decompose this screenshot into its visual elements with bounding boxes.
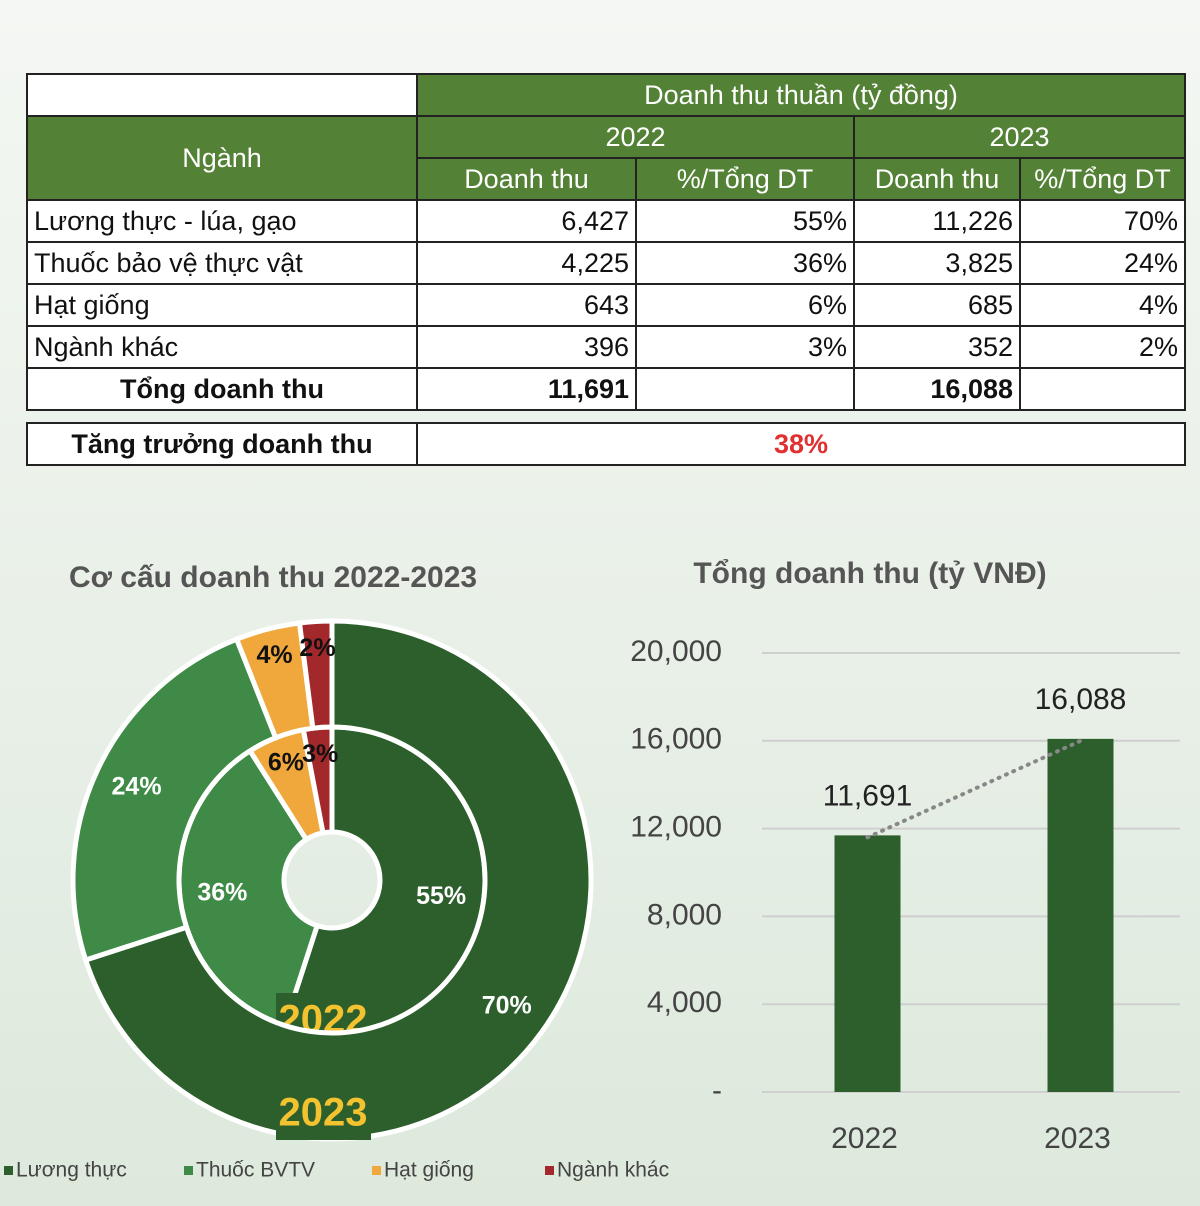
y-tick-label: -: [712, 1074, 722, 1107]
table-row: Thuốc bảo vệ thực vật 4,225 36% 3,825 24%: [26, 241, 1187, 285]
table-cell: 6,427: [416, 199, 637, 243]
chart-title: Tổng doanh thu (tỷ VNĐ): [693, 557, 1046, 590]
donut-slice: [233, 620, 316, 741]
legend-swatch: [184, 1166, 193, 1175]
legend-swatch: [4, 1166, 13, 1175]
table-row: Tăng trưởng doanh thu 38%: [26, 422, 1186, 466]
legend-label: Ngành khác: [557, 1159, 669, 1182]
table-row: Ngành khác 396 3% 352 2%: [26, 325, 1187, 369]
bar: [1047, 738, 1114, 1092]
table-cell: Hạt giống: [26, 283, 418, 327]
table-cell: 70%: [1018, 199, 1187, 243]
table-cell: [1018, 367, 1187, 411]
table-cell: 11,226: [853, 199, 1021, 243]
table-cell: Doanh thu thuần (tỷ đồng): [415, 73, 1187, 117]
table-row: Hạt giống 643 6% 685 4%: [26, 283, 1187, 327]
table-cell: 24%: [1018, 241, 1187, 285]
data-label: 16,088: [1035, 683, 1127, 716]
data-label: 55%: [416, 882, 466, 910]
data-label: 6%: [268, 748, 304, 776]
table-row: Ngành 2022 2023: [26, 115, 1187, 201]
donut-slice: [176, 747, 321, 1029]
table-cell: 4,225: [416, 241, 637, 285]
table-cell: 11,691: [416, 367, 637, 411]
legend-label: Lương thực: [16, 1159, 127, 1182]
data-label: 3%: [302, 740, 338, 768]
x-tick-label: 2023: [1044, 1122, 1111, 1155]
table-cell: 3,825: [853, 241, 1021, 285]
table-cell: 4%: [1018, 283, 1187, 327]
y-tick-label: 20,000: [630, 635, 722, 668]
table-cell: Tăng trưởng doanh thu: [26, 422, 418, 466]
legend-label: Hạt giống: [384, 1159, 474, 1182]
table-cell: Lương thực - lúa, gạo: [26, 199, 418, 243]
y-tick-label: 12,000: [630, 811, 722, 844]
table-cell: 36%: [635, 241, 855, 285]
table-cell: [635, 367, 855, 411]
table-cell: 396: [416, 325, 637, 369]
table-cell: Ngành: [26, 115, 418, 201]
series-label: 2022: [279, 998, 368, 1042]
donut-slice: [281, 724, 488, 1036]
table-cell: Tổng doanh thu: [26, 367, 418, 411]
table-cell: 16,088: [853, 367, 1021, 411]
table-cell: 55%: [635, 199, 855, 243]
y-tick-label: 16,000: [630, 723, 722, 756]
data-label: 11,691: [823, 779, 913, 812]
table-row: Lương thực - lúa, gạo 6,427 55% 11,226 70%: [26, 199, 1187, 243]
data-label: 4%: [256, 641, 292, 669]
series-label-bg: [276, 993, 371, 1047]
table-cell: Ngành khác: [26, 325, 418, 369]
table-cell: 38%: [416, 422, 1186, 466]
table-cell: [26, 73, 418, 117]
table-cell: Thuốc bảo vệ thực vật: [26, 241, 418, 285]
donut-slice: [70, 635, 279, 964]
y-tick-label: 8,000: [647, 898, 722, 931]
data-label: 70%: [482, 992, 532, 1020]
bar: [834, 835, 901, 1092]
table-row: Doanh thu %/Tổng DT Doanh thu %/Tổng DT: [27, 157, 1187, 201]
table-cell: 6%: [635, 283, 855, 327]
chart-title: Cơ cấu doanh thu 2022-2023: [69, 561, 477, 594]
series-label-bg: [276, 1086, 371, 1140]
y-tick-label: 4,000: [647, 986, 722, 1019]
table-cell: 685: [853, 283, 1021, 327]
table-cell: Doanh thu: [853, 157, 1021, 201]
table-cell: 2023: [852, 115, 1187, 159]
table-row: Tổng doanh thu 11,691 16,088: [26, 367, 1187, 411]
table-cell: %/Tổng DT: [635, 157, 855, 201]
donut-slice: [296, 618, 335, 731]
trend-line: [865, 738, 1083, 840]
legend-swatch: [372, 1166, 381, 1175]
table-cell: %/Tổng DT: [1018, 157, 1187, 201]
data-label: 36%: [197, 878, 247, 906]
table-cell: Doanh thu: [416, 157, 637, 201]
donut-slice: [300, 724, 335, 836]
legend-swatch: [545, 1166, 554, 1175]
data-label: 24%: [112, 773, 162, 801]
table-cell: 2%: [1018, 325, 1187, 369]
growth-table: Tăng trưởng doanh thu 38%: [26, 422, 1186, 466]
donut-slice: [82, 618, 594, 1142]
donut-slice: [246, 726, 326, 843]
table-row: Doanh thu thuần (tỷ đồng): [26, 73, 1187, 117]
table-cell: 3%: [635, 325, 855, 369]
table-cell: 2022: [416, 115, 855, 159]
data-label: 2%: [299, 634, 335, 662]
revenue-table: Doanh thu thuần (tỷ đồng) Ngành 2022 2023 Do…: [26, 73, 1187, 411]
legend-label: Thuốc BVTV: [196, 1159, 315, 1182]
table-cell: 643: [416, 283, 637, 327]
x-tick-label: 2022: [831, 1122, 898, 1155]
series-label: 2023: [279, 1091, 368, 1135]
table-cell: 352: [853, 325, 1021, 369]
